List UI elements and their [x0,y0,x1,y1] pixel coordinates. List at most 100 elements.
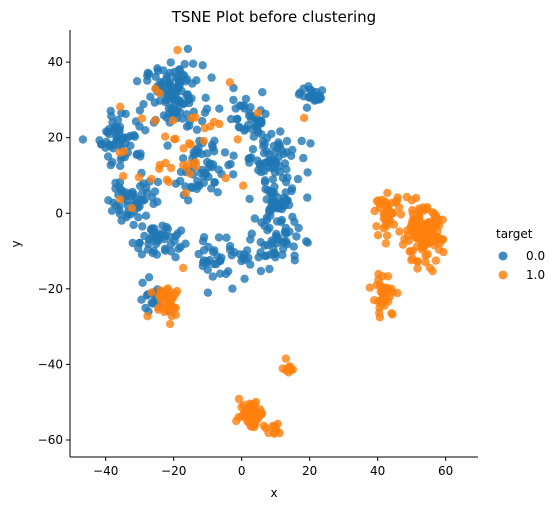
data-point-target-1-152 [380,210,388,218]
data-point-target-1-357 [300,114,308,122]
data-point-target-1-340 [222,174,230,182]
x-tick-label-4: 40 [370,464,385,478]
legend-label-1: 1.0 [526,268,545,282]
data-point-target-1-190 [378,288,386,296]
data-point-target-0-555 [226,242,234,250]
data-point-target-0-142 [104,152,112,160]
data-point-target-1-158 [387,209,395,217]
data-point-target-0-164 [113,136,121,144]
data-point-target-0-320 [200,172,208,180]
y-tick-label-2: −20 [38,282,63,296]
data-point-target-0-245 [138,222,146,230]
data-point-target-0-514 [290,242,298,250]
data-point-target-0-419 [245,159,253,167]
data-point-target-1-113 [413,257,421,265]
data-point-target-0-266 [158,222,166,230]
data-point-target-0-540 [204,289,212,297]
data-point-target-0-163 [107,161,115,169]
data-point-target-0-253 [140,232,148,240]
data-point-target-1-56 [421,258,429,266]
data-point-target-1-194 [374,276,382,284]
data-point-target-1-198 [166,320,174,328]
data-point-target-0-137 [79,135,87,143]
data-point-target-0-44 [199,61,207,69]
data-point-target-1-288 [249,421,257,429]
data-point-target-0-561 [241,256,249,264]
x-tick-label-1: −20 [161,464,186,478]
data-point-target-1-297 [282,354,290,362]
data-point-target-0-563 [212,260,220,268]
data-point-target-0-460 [287,187,295,195]
data-point-target-0-101 [207,73,215,81]
data-point-target-1-329 [187,140,195,148]
data-point-target-0-579 [148,299,156,307]
data-point-target-1-116 [419,230,427,238]
data-point-target-0-156 [122,110,130,118]
data-point-target-0-257 [159,229,167,237]
data-point-target-1-354 [138,114,146,122]
data-point-target-1-118 [425,238,433,246]
data-point-target-1-342 [167,164,175,172]
data-point-target-0-568 [145,273,153,281]
data-point-target-0-428 [269,175,277,183]
data-point-target-0-473 [270,197,278,205]
data-point-target-0-67 [202,94,210,102]
data-point-target-1-326 [116,103,124,111]
data-point-target-1-331 [239,181,247,189]
data-point-target-0-403 [298,137,306,145]
data-point-target-0-376 [267,130,275,138]
legend: target 0.0 1.0 [496,227,545,282]
data-point-target-1-140 [372,222,380,230]
data-point-target-1-156 [379,224,387,232]
data-point-target-0-343 [258,88,266,96]
data-point-target-0-382 [299,154,307,162]
data-point-target-0-258 [161,245,169,253]
data-point-target-1-50 [423,250,431,258]
data-point-target-1-318 [182,189,190,197]
data-point-target-1-154 [390,220,398,228]
data-point-target-0-264 [166,233,174,241]
data-point-target-1-350 [170,135,178,143]
data-point-target-0-69 [193,126,201,134]
data-point-target-0-364 [244,121,252,129]
data-point-target-1-284 [248,402,256,410]
data-point-target-1-347 [186,169,194,177]
data-point-target-0-185 [136,182,144,190]
data-point-target-1-320 [119,172,127,180]
data-point-target-0-186 [142,212,150,220]
data-point-target-0-609 [309,92,317,100]
points-layer [79,45,448,438]
data-point-target-0-312 [210,147,218,155]
data-point-target-0-100 [160,111,168,119]
data-point-target-0-323 [194,144,202,152]
data-point-target-1-159 [394,193,402,201]
data-point-target-1-189 [384,272,392,280]
data-point-target-1-103 [434,233,442,241]
data-point-target-0-221 [151,187,159,195]
data-point-target-0-383 [283,137,291,145]
data-point-target-0-208 [104,196,112,204]
data-point-target-0-557 [199,262,207,270]
data-point-target-1-327 [179,144,187,152]
data-point-target-0-556 [213,252,221,260]
data-point-target-1-285 [256,408,264,416]
data-point-target-1-127 [374,231,382,239]
data-point-target-1-98 [419,203,427,211]
data-point-target-1-343 [116,195,124,203]
data-point-target-0-259 [149,249,157,257]
data-point-target-0-477 [265,265,273,273]
data-point-target-0-582 [137,296,145,304]
data-point-target-0-215 [115,206,123,214]
data-point-target-0-169 [136,106,144,114]
data-point-target-1-150 [395,227,403,235]
data-point-target-0-146 [97,140,105,148]
data-point-target-0-466 [266,212,274,220]
data-point-target-0-155 [130,131,138,139]
data-point-target-0-224 [138,189,146,197]
data-point-target-1-345 [201,124,209,132]
data-point-target-0-278 [163,141,171,149]
y-tick-label-0: −60 [38,433,63,447]
data-point-target-0-507 [290,252,298,260]
data-point-target-0-345 [276,127,284,135]
